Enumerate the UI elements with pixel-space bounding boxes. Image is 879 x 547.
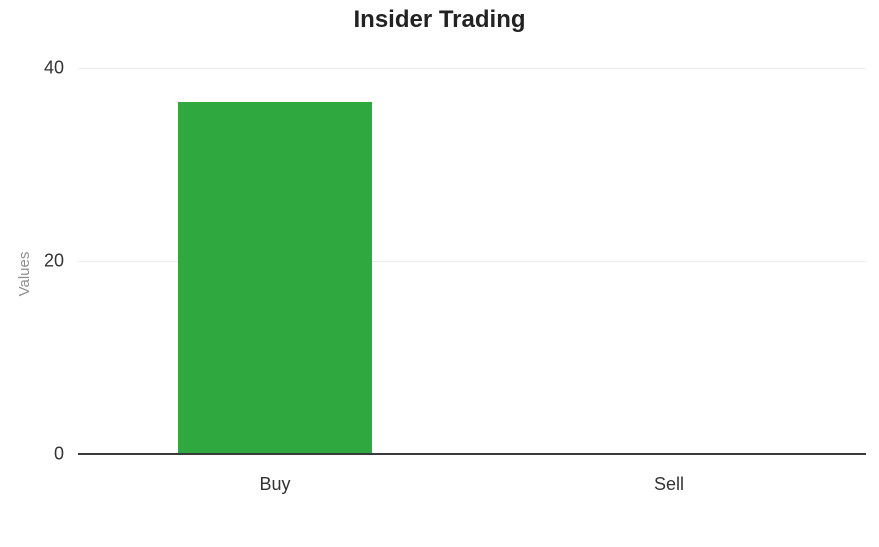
x-axis-line <box>78 453 866 455</box>
plot-area: 02040BuySell <box>78 68 866 454</box>
y-tick-label: 20 <box>44 251 78 272</box>
chart-container: Insider Trading Values 02040BuySell <box>0 0 879 547</box>
y-tick-label: 40 <box>44 58 78 79</box>
bar-buy <box>178 102 371 454</box>
x-tick-label: Sell <box>654 454 684 495</box>
x-tick-label: Buy <box>259 454 290 495</box>
y-tick-label: 0 <box>54 444 78 465</box>
chart-title: Insider Trading <box>0 6 879 34</box>
gridline <box>78 68 866 69</box>
y-axis-label: Values <box>16 251 33 296</box>
